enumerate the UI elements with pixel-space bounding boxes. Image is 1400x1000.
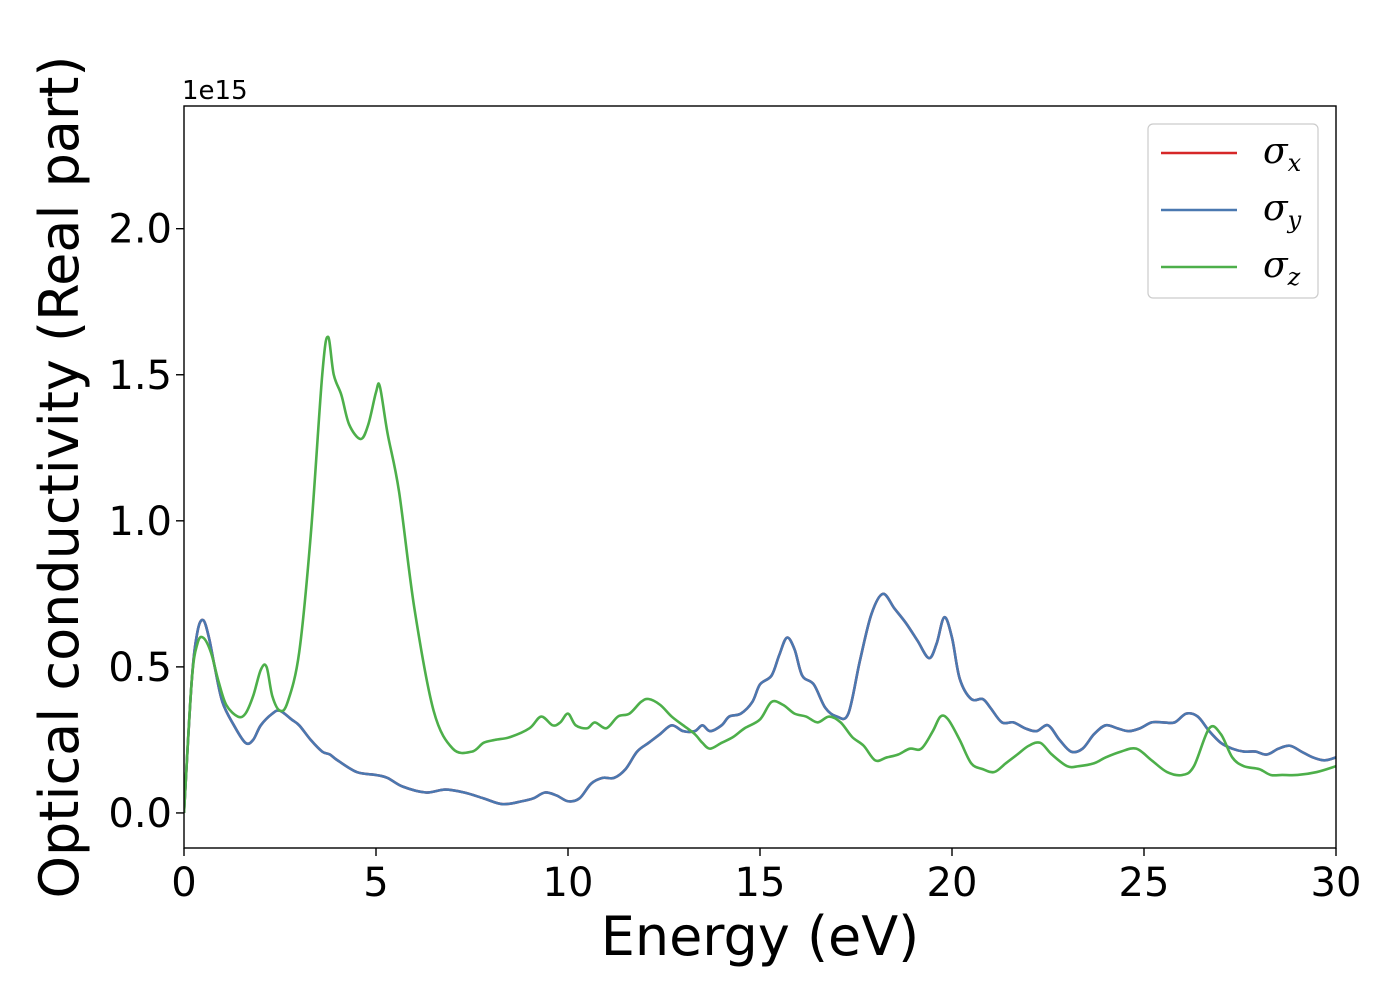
y-tick-label: 0.0 xyxy=(108,791,172,837)
x-tick-label: 25 xyxy=(1119,860,1170,906)
x-axis: 0 5 10 15 20 25 30 xyxy=(171,848,1361,906)
y-offset-text: 1e15 xyxy=(182,76,248,106)
series-layer xyxy=(184,335,1336,814)
x-tick-label: 30 xyxy=(1311,860,1362,906)
y-tick-label: 2.0 xyxy=(108,207,172,253)
series-line-sigma-z xyxy=(184,335,1336,814)
y-axis-label: Optical conductivity (Real part) xyxy=(28,56,91,899)
y-tick-label: 0.5 xyxy=(108,645,172,691)
x-tick-label: 20 xyxy=(927,860,978,906)
y-tick-label: 1.0 xyxy=(108,499,172,545)
series-line-sigma-x xyxy=(184,592,1336,814)
x-tick-label: 15 xyxy=(735,860,786,906)
y-tick-label: 1.5 xyxy=(108,353,172,399)
x-tick-label: 0 xyxy=(171,860,196,906)
y-axis: 0.0 0.5 1.0 1.5 2.0 xyxy=(108,207,184,837)
x-tick-label: 5 xyxy=(363,860,388,906)
series-line-sigma-y xyxy=(184,592,1336,814)
x-axis-label: Energy (eV) xyxy=(601,905,920,968)
x-tick-label: 10 xyxy=(543,860,594,906)
